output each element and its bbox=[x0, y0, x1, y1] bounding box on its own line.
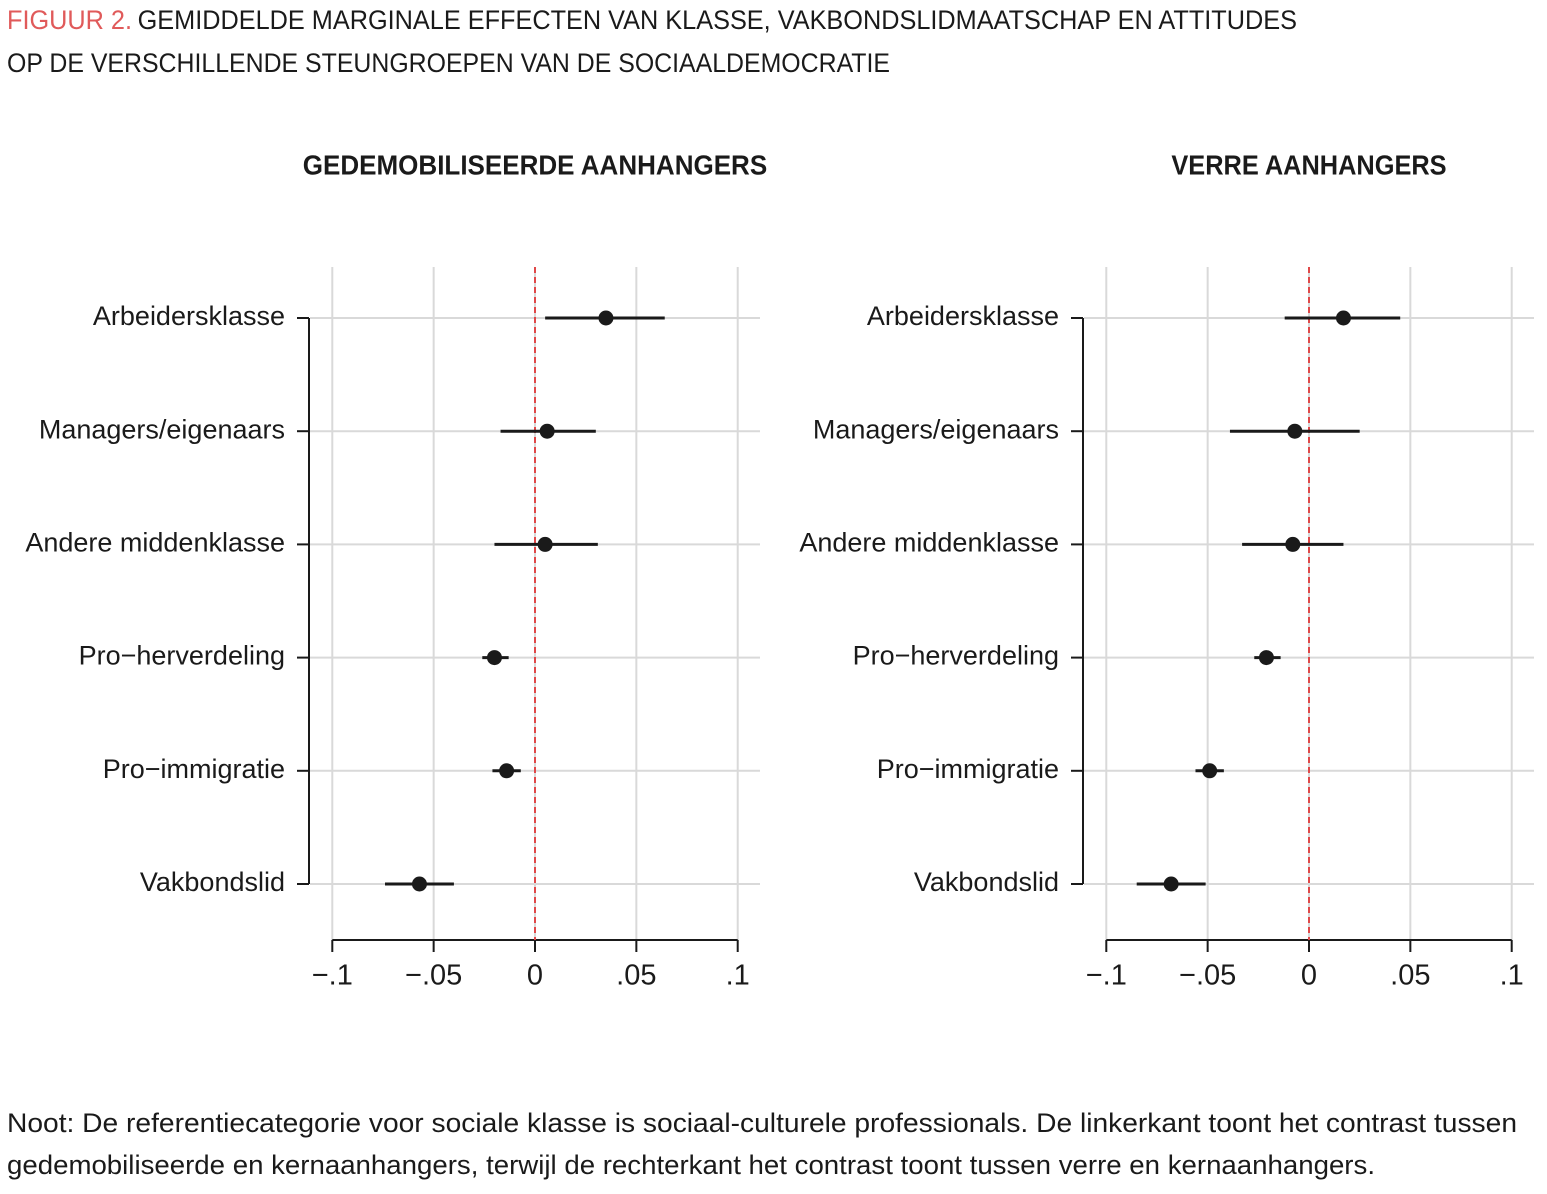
panel-title: GEDEMOBILISEERDE AANHANGERS bbox=[303, 149, 767, 180]
x-tick-label: .05 bbox=[1390, 960, 1430, 992]
figure-title: FIGUUR 2.GEMIDDELDE MARGINALE EFFECTEN V… bbox=[7, 5, 1297, 35]
y-tick-label: Andere middenklasse bbox=[799, 528, 1059, 558]
x-tick-label: .1 bbox=[726, 960, 750, 992]
x-tick-label: −.1 bbox=[1086, 960, 1127, 992]
y-tick-label: Managers/eigenaars bbox=[39, 414, 285, 444]
estimate-point bbox=[537, 536, 553, 552]
note-line: gedemobiliseerde en kernaanhangers, terw… bbox=[7, 1150, 1375, 1180]
y-tick-label: Vakbondslid bbox=[140, 867, 285, 897]
x-tick-label: −.05 bbox=[405, 960, 462, 992]
estimate-point bbox=[411, 876, 427, 892]
y-tick-label: Pro−immigratie bbox=[877, 754, 1059, 784]
x-tick-label: .1 bbox=[1500, 960, 1524, 992]
y-tick-label: Andere middenklasse bbox=[25, 528, 285, 558]
panel-title: VERRE AANHANGERS bbox=[1171, 149, 1446, 180]
estimate-point bbox=[598, 310, 614, 326]
estimate-point bbox=[1285, 536, 1301, 552]
y-tick-label: Vakbondslid bbox=[914, 867, 1059, 897]
y-tick-label: Managers/eigenaars bbox=[813, 414, 1059, 444]
note-line: Noot: De referentiecategorie voor social… bbox=[7, 1108, 1517, 1138]
estimate-point bbox=[499, 763, 515, 779]
estimate-point bbox=[1287, 423, 1303, 439]
y-tick-label: Pro−herverdeling bbox=[79, 641, 285, 671]
estimate-point bbox=[1202, 763, 1218, 779]
estimate-point bbox=[1258, 650, 1274, 666]
title-line: OP DE VERSCHILLENDE STEUNGROEPEN VAN DE … bbox=[7, 48, 890, 78]
estimate-point bbox=[539, 423, 555, 439]
x-tick-label: −.1 bbox=[312, 960, 353, 992]
y-tick-label: Arbeidersklasse bbox=[867, 301, 1059, 331]
estimate-point bbox=[1335, 310, 1351, 326]
x-tick-label: 0 bbox=[527, 960, 543, 992]
estimate-point bbox=[1163, 876, 1179, 892]
y-tick-label: Pro−herverdeling bbox=[853, 641, 1059, 671]
estimate-point bbox=[486, 650, 502, 666]
figure-label: FIGUUR 2. bbox=[7, 5, 132, 35]
y-tick-label: Arbeidersklasse bbox=[93, 301, 285, 331]
y-tick-label: Pro−immigratie bbox=[103, 754, 285, 784]
x-tick-label: .05 bbox=[616, 960, 656, 992]
title-line: GEMIDDELDE MARGINALE EFFECTEN VAN KLASSE… bbox=[138, 5, 1297, 35]
x-tick-label: 0 bbox=[1301, 960, 1317, 992]
x-tick-label: −.05 bbox=[1179, 960, 1236, 992]
